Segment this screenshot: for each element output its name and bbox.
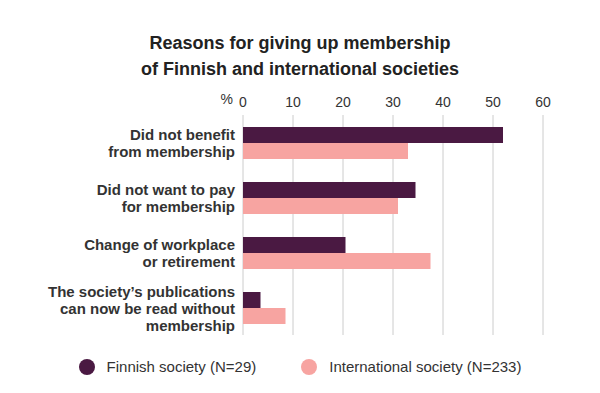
svg-text:Did not benefitfrom membership: Did not benefitfrom membership bbox=[108, 126, 235, 160]
svg-text:20: 20 bbox=[335, 94, 351, 110]
svg-text:10: 10 bbox=[285, 94, 301, 110]
svg-text:40: 40 bbox=[435, 94, 451, 110]
html-text:Reasons for giving up membersh: Reasons for giving up membership of Finn… bbox=[141, 33, 459, 79]
svg-text:30: 30 bbox=[385, 94, 401, 110]
svg-text:60: 60 bbox=[535, 94, 551, 110]
svg-text:0: 0 bbox=[239, 94, 247, 110]
svg-text:The society’s publicationscan: The society’s publicationscan now be rea… bbox=[48, 282, 235, 333]
svg-text:50: 50 bbox=[485, 94, 501, 110]
svg-text:Did not want to payfor members: Did not want to payfor membership bbox=[97, 181, 236, 215]
svg-text:Change of workplaceor retireme: Change of workplaceor retirement bbox=[84, 236, 235, 270]
html-text:International society (N=233): International society (N=233) bbox=[329, 358, 522, 375]
html-text:Finnish society (N=29): Finnish society (N=29) bbox=[106, 358, 257, 375]
